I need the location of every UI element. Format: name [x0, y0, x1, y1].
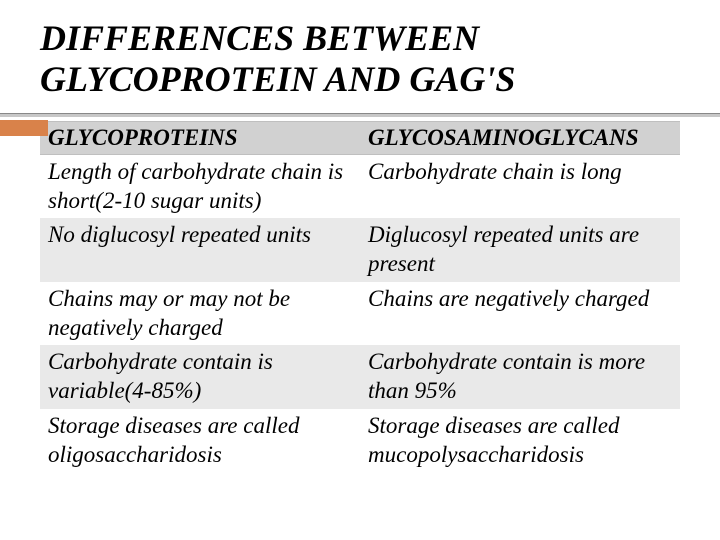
table-cell: Carbohydrate contain is more than 95%: [360, 345, 680, 409]
table-row: No diglucosyl repeated units Diglucosyl …: [40, 218, 680, 282]
table-row: Chains may or may not be negatively char…: [40, 282, 680, 346]
table-cell: Diglucosyl repeated units are present: [360, 218, 680, 282]
table-cell: Length of carbohydrate chain is short(2-…: [40, 154, 360, 218]
table-row: Carbohydrate contain is variable(4-85%) …: [40, 345, 680, 409]
table-cell: Chains are negatively charged: [360, 282, 680, 346]
comparison-table: GLYCOPROTEINS GLYCOSAMINOGLYCANS Length …: [40, 121, 680, 473]
table-row: Storage diseases are called oligosacchar…: [40, 409, 680, 473]
table-cell: Carbohydrate contain is variable(4-85%): [40, 345, 360, 409]
table-header-left: GLYCOPROTEINS: [40, 121, 360, 154]
table-cell: Carbohydrate chain is long: [360, 154, 680, 218]
table-header-right: GLYCOSAMINOGLYCANS: [360, 121, 680, 154]
table-cell: Storage diseases are called mucopolysacc…: [360, 409, 680, 473]
table-row: Length of carbohydrate chain is short(2-…: [40, 154, 680, 218]
divider-line: [0, 113, 720, 117]
table-cell: No diglucosyl repeated units: [40, 218, 360, 282]
table-cell: Chains may or may not be negatively char…: [40, 282, 360, 346]
table-cell: Storage diseases are called oligosacchar…: [40, 409, 360, 473]
accent-bar: [0, 120, 48, 136]
page-title: DIFFERENCES BETWEEN GLYCOPROTEIN AND GAG…: [40, 18, 680, 101]
